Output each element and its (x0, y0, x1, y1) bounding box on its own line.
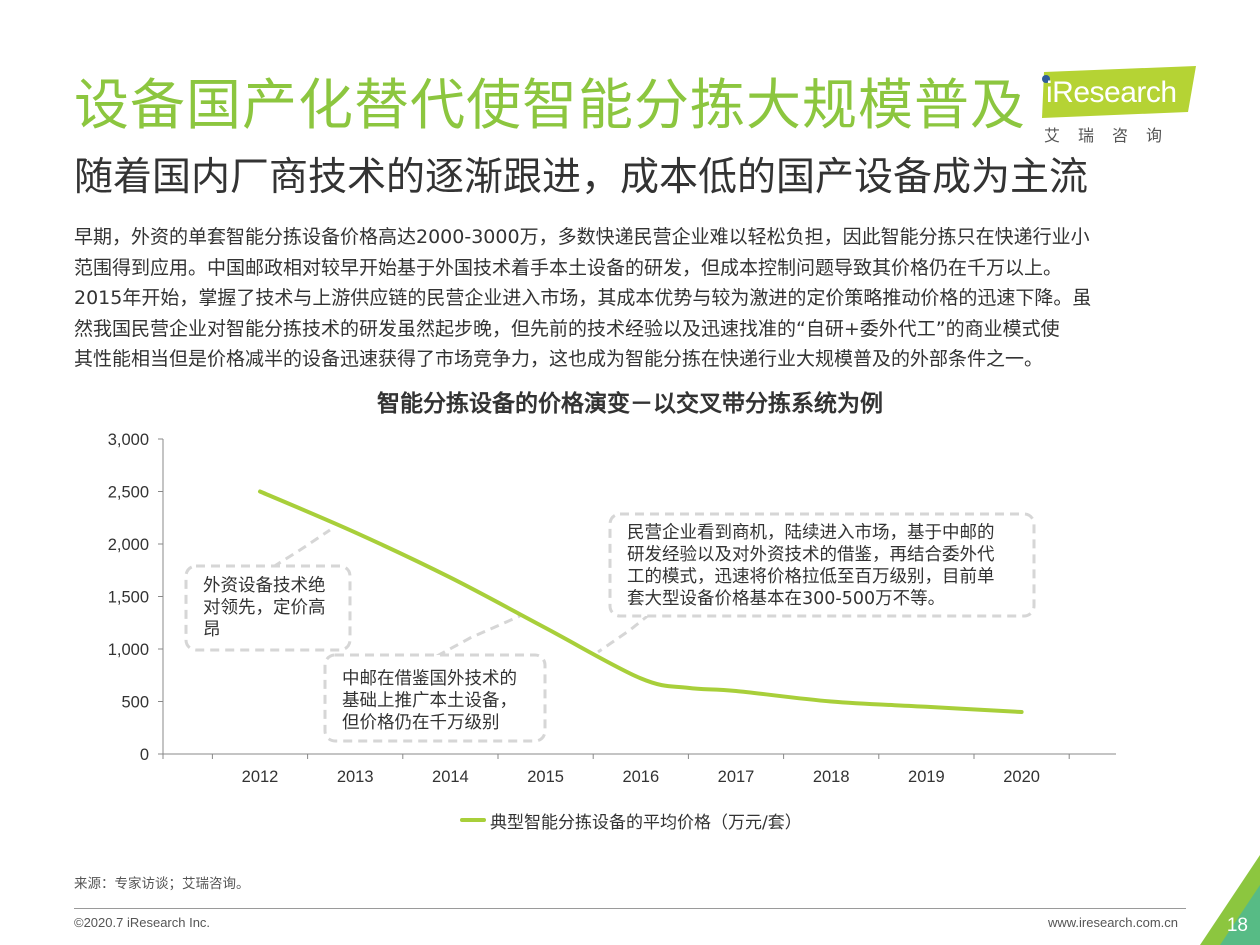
callout-pointer (272, 528, 331, 569)
callout-foreign-equipment: 外资设备技术绝 对领先，定价高 昂 (203, 575, 326, 641)
callout-box (608, 512, 1036, 618)
callout-line: 民营企业看到商机，陆续进入市场，基于中邮的 (627, 523, 995, 543)
x-tick-label: 2019 (908, 768, 945, 786)
callout-pointer (597, 612, 651, 654)
page-number: 18 (1226, 915, 1248, 936)
logo-banner-shape (1042, 66, 1196, 118)
x-tick-label: 2020 (1003, 768, 1040, 786)
copyright-text: ©2020.7 iResearch Inc. (74, 915, 211, 930)
footer-divider (74, 908, 1186, 909)
callout-private-enterprises: 民营企业看到商机，陆续进入市场，基于中邮的 研发经验以及对外资技术的借鉴，再结合… (627, 522, 995, 610)
callout-china-post: 中邮在借鉴国外技术的 基础上推广本土设备， 但价格仍在千万级别 (342, 668, 517, 734)
callout-line: 但价格仍在千万级别 (342, 713, 500, 733)
callout-pointer (436, 614, 521, 658)
callout-line: 昂 (203, 620, 221, 640)
paragraph-line: 2015年开始，掌握了技术与上游供应链的民营企业进入市场，其成本优势与较为激进的… (74, 287, 1092, 309)
x-tick-label: 2013 (337, 768, 374, 786)
callout-box (184, 564, 352, 652)
iresearch-logo[interactable]: iResearch 艾瑞咨询 (1036, 66, 1198, 146)
page-subtitle: 随着国内厂商技术的逐渐跟进，成本低的国产设备成为主流 (74, 155, 1089, 200)
paragraph-line: 早期，外资的单套智能分拣设备价格高达2000-3000万，多数快递民营企业难以轻… (74, 226, 1090, 248)
legend-label: 典型智能分拣设备的平均价格（万元/套） (490, 812, 802, 833)
legend-swatch (460, 818, 486, 822)
x-tick-label: 2018 (813, 768, 850, 786)
corner-decoration (1200, 855, 1260, 945)
callout-box (323, 653, 547, 743)
y-tick-label: 500 (121, 694, 149, 712)
series-line-average-price (258, 489, 1024, 714)
chart-title: 智能分拣设备的价格演变－以交叉带分拣系统为例 (377, 391, 883, 417)
callout-line: 对领先，定价高 (203, 598, 326, 618)
source-note: 来源：专家访谈；艾瑞咨询。 (74, 876, 250, 892)
logo-wordmark: iResearch (1046, 76, 1177, 109)
x-tick-label: 2014 (432, 768, 469, 786)
callout-line: 外资设备技术绝 (203, 576, 326, 596)
callout-line: 研发经验以及对外资技术的借鉴，再结合委外代 (627, 545, 995, 565)
x-tick-label: 2017 (718, 768, 755, 786)
callout-line: 工的模式，迅速将价格拉低至百万级别，目前单 (627, 567, 995, 587)
x-tick-label: 2015 (527, 768, 564, 786)
page-title: 设备国产化替代使智能分拣大规模普及 (74, 73, 1027, 137)
x-tick-label: 2016 (622, 768, 659, 786)
intro-paragraph: 早期，外资的单套智能分拣设备价格高达2000-3000万，多数快递民营企业难以轻… (74, 222, 1194, 375)
y-tick-label: 2,500 (108, 484, 149, 502)
y-tick-label: 1,500 (108, 589, 149, 607)
x-tick-label: 2012 (242, 768, 279, 786)
paragraph-line: 其性能相当但是价格减半的设备迅速获得了市场竞争力，这也成为智能分拣在快递行业大规… (74, 348, 1044, 370)
callout-line: 中邮在借鉴国外技术的 (342, 669, 517, 689)
y-tick-label: 0 (140, 746, 149, 764)
website-link[interactable]: www.iresearch.com.cn (1047, 915, 1178, 930)
logo-subtitle: 艾瑞咨询 (1044, 126, 1181, 145)
price-line-chart: 3,000 2,500 2,000 1,500 1,000 500 0 2012 2013 201… (108, 431, 1116, 786)
paragraph-line: 范围得到应用。中国邮政相对较早开始基于外国技术着手本土设备的研发，但成本控制问题… (74, 256, 1063, 279)
paragraph-line: 然我国民营企业对智能分拣技术的研发虽然起步晚，但先前的技术经验以及迅速找准的“自… (74, 317, 1060, 340)
callout-line: 基础上推广本土设备， (342, 691, 517, 711)
callout-line: 套大型设备价格基本在300-500万不等。 (627, 589, 946, 609)
y-tick-label: 2,000 (108, 536, 149, 554)
chart-legend: 典型智能分拣设备的平均价格（万元/套） (460, 808, 802, 833)
y-tick-label: 3,000 (108, 431, 149, 449)
y-tick-label: 1,000 (108, 641, 149, 659)
